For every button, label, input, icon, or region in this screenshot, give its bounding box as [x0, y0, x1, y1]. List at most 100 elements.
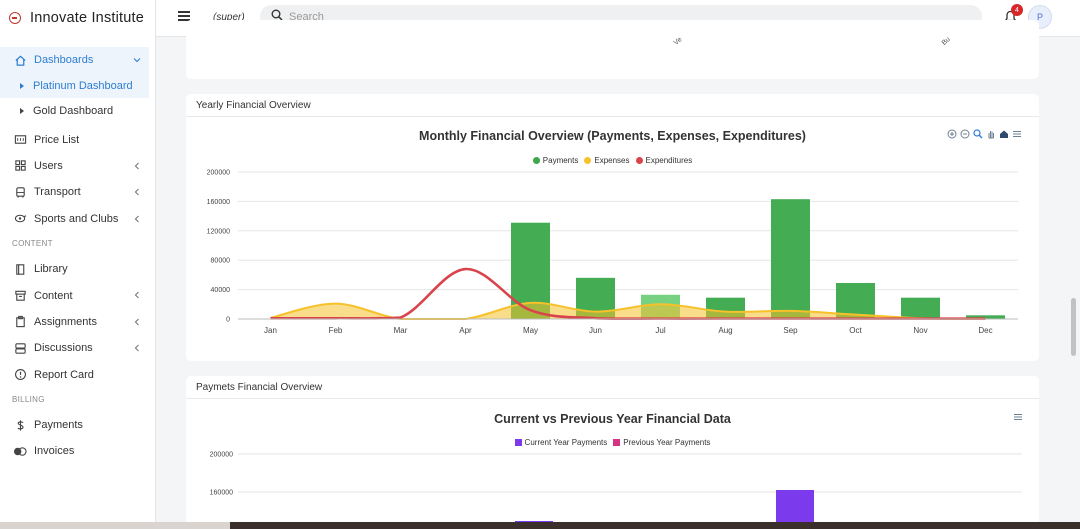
y-tick-label: 160000 [207, 199, 230, 206]
legend-item-current-year[interactable]: Current Year Payments [514, 438, 607, 447]
zoom-in-icon[interactable] [947, 129, 957, 139]
sidebar-item-label: Library [34, 263, 68, 276]
sidebar-item-label: Payments [34, 419, 83, 432]
chart-title: Current vs Previous Year Financial Data [494, 412, 731, 426]
chart-menu-icon[interactable] [1012, 129, 1022, 139]
legend-item-expenses[interactable]: Expenses [584, 156, 630, 165]
bus-icon [13, 185, 27, 199]
page-scrollbar[interactable] [1071, 298, 1076, 356]
sidebar-item-report-card[interactable]: Report Card [0, 362, 155, 388]
y-tick-label: 160000 [210, 490, 233, 497]
chevron-left-icon [133, 317, 141, 326]
chart-legend: Payments Expenses Expenditures [186, 156, 1039, 165]
sidebar-item-label: Assignments [34, 315, 97, 328]
caret-right-icon [20, 82, 24, 89]
x-tick-label: Jan [264, 326, 277, 335]
y-tick-label: 40000 [211, 287, 231, 294]
caret-right-icon [20, 107, 24, 114]
chevron-down-icon [133, 55, 141, 63]
sidebar-item-label: Dashboards [34, 54, 94, 67]
book-icon [13, 262, 27, 276]
sidebar-item-label: Platinum Dashboard [33, 79, 133, 92]
area-expenses [270, 302, 986, 319]
sidebar-item-label: Price List [34, 133, 80, 146]
previous-chart-card: Ve Bu [186, 20, 1039, 79]
sidebar: Innovate Institute Dashboards Platinum D… [0, 0, 156, 522]
current-vs-previous-chart: 200000 160000 [210, 452, 1022, 529]
chevron-left-icon [133, 214, 141, 222]
search-input[interactable] [289, 10, 969, 23]
sidebar-item-label: Report Card [34, 368, 94, 381]
x-tick-label: Dec [978, 326, 992, 335]
chevron-left-icon [133, 343, 141, 352]
window-bottom-edge [0, 522, 1080, 529]
sidebar-item-platinum-dashboard[interactable]: Platinum Dashboard [0, 73, 149, 99]
user-role: (super) [213, 12, 245, 23]
x-tick-label: Mar [394, 326, 408, 335]
sidebar-item-users[interactable]: Users [0, 153, 155, 179]
sidebar-item-library[interactable]: Library [0, 256, 155, 282]
sidebar-item-content[interactable]: Content [0, 282, 155, 308]
x-tick-label: May [523, 326, 538, 335]
partial-x-tick-label: Ve [672, 36, 684, 47]
section-label-content: CONTENT [12, 239, 53, 249]
card-title: Yearly Financial Overview [186, 94, 1039, 117]
brand-name: Innovate Institute [30, 10, 145, 26]
chart-title: Monthly Financial Overview (Payments, Ex… [419, 129, 806, 143]
chevron-left-icon [133, 290, 141, 299]
pan-hand-icon[interactable] [986, 129, 996, 139]
notification-badge: 4 [1011, 4, 1023, 16]
chart-toolbar [1013, 412, 1023, 422]
sidebar-item-price-list[interactable]: Price List [0, 126, 155, 152]
chart-legend: Current Year Payments Previous Year Paym… [186, 438, 1039, 447]
price-list-icon [13, 133, 27, 147]
partial-x-tick-label: Bu [940, 36, 952, 47]
sidebar-nav: Dashboards Platinum Dashboard Gold Dashb… [0, 36, 155, 465]
bar-payments [901, 297, 940, 319]
payments-financial-overview-card: Paymets Financial Overview Current vs Pr… [186, 376, 1039, 529]
x-tick-label: Sep [783, 326, 798, 335]
zoom-out-icon[interactable] [960, 129, 970, 139]
sidebar-item-label: Content [34, 289, 73, 302]
y-tick-label: 0 [226, 317, 230, 324]
x-tick-label: Aug [718, 326, 732, 335]
reset-home-icon[interactable] [999, 129, 1009, 139]
sidebar-item-invoices[interactable]: Invoices [0, 438, 155, 464]
y-tick-label: 120000 [207, 228, 230, 235]
brand-logo-icon [9, 12, 21, 24]
sidebar-item-sports-and-clubs[interactable]: Sports and Clubs [0, 206, 155, 232]
x-tick-label: Apr [459, 326, 472, 335]
search-icon [271, 8, 283, 26]
chart-menu-icon[interactable] [1013, 412, 1023, 422]
legend-item-payments[interactable]: Payments [532, 156, 578, 165]
x-tick-label: Nov [913, 326, 927, 335]
legend-item-expenditures[interactable]: Expenditures [635, 156, 692, 165]
sidebar-item-dashboards[interactable]: Dashboards [0, 47, 149, 74]
y-tick-label: 80000 [211, 258, 231, 265]
sidebar-item-discussions[interactable]: Discussions [0, 335, 155, 361]
monthly-financial-chart: 0 40000 80000 120000 160000 200000 Jan Feb Mar Ap… [207, 170, 1018, 335]
x-tick-label: Feb [329, 326, 343, 335]
coins-icon [13, 444, 27, 458]
chevron-left-icon [133, 161, 141, 170]
sports-icon [13, 212, 27, 226]
clipboard-icon [13, 315, 27, 329]
selection-zoom-icon[interactable] [973, 129, 983, 139]
x-tick-label: Jul [655, 326, 665, 335]
y-tick-label: 200000 [210, 452, 233, 459]
sidebar-item-gold-dashboard[interactable]: Gold Dashboard [0, 98, 155, 123]
bar-payments [771, 199, 810, 319]
section-label-billing: BILLING [12, 395, 45, 405]
x-tick-label: Jun [589, 326, 602, 335]
sidebar-item-label: Transport [34, 186, 81, 199]
sidebar-item-assignments[interactable]: Assignments [0, 309, 155, 335]
brand[interactable]: Innovate Institute [0, 0, 155, 36]
sidebar-item-label: Gold Dashboard [33, 104, 114, 117]
sidebar-item-payments[interactable]: Payments [0, 412, 155, 438]
grid-icon [13, 159, 27, 173]
sidebar-item-label: Users [34, 159, 63, 172]
menu-toggle-icon[interactable] [178, 11, 190, 21]
legend-item-previous-year[interactable]: Previous Year Payments [613, 438, 710, 447]
sidebar-item-transport[interactable]: Transport [0, 179, 155, 205]
sidebar-item-label: Sports and Clubs [34, 212, 119, 225]
